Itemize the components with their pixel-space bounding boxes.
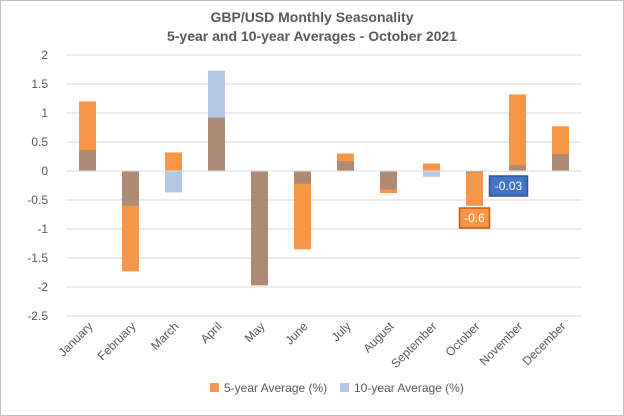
y-tick-label: 2 — [41, 48, 48, 62]
bar-overlap — [251, 171, 268, 286]
x-tick-label: December — [520, 319, 569, 368]
y-tick-label: -0.5 — [27, 193, 48, 207]
x-tick-label: April — [198, 319, 225, 346]
legend-10yr-label: 10-year Average (%) — [354, 381, 464, 395]
bar-overlap — [509, 165, 526, 171]
bar-overlap — [122, 171, 139, 206]
bar-overlap — [337, 161, 354, 171]
gridlines — [66, 54, 582, 317]
y-tick-label: 0.5 — [31, 135, 48, 149]
bar-overlap — [380, 171, 397, 190]
bar-5yr — [294, 171, 311, 250]
x-tick-label: February — [95, 319, 139, 363]
bar-10yr — [165, 171, 182, 193]
x-tick-label: September — [388, 319, 439, 370]
y-tick-label: -1.5 — [27, 251, 48, 265]
chart-subtitle: 5-year and 10-year Averages - October 20… — [167, 28, 457, 44]
x-tick-label: June — [282, 319, 311, 348]
chart-title: GBP/USD Monthly Seasonality — [210, 9, 413, 25]
bar-overlap — [552, 154, 569, 171]
callouts: -0.6 -0.03 — [458, 175, 529, 229]
y-tick-label: 0 — [41, 164, 48, 178]
callout-5yr-label: -0.6 — [464, 211, 485, 225]
x-tick-label: March — [148, 319, 181, 352]
bar-overlap — [208, 117, 225, 171]
y-tick-label: -2.5 — [27, 309, 48, 323]
x-tick-label: May — [242, 319, 268, 345]
bar-overlap — [79, 150, 96, 171]
x-tick-label: January — [56, 319, 96, 359]
callout-5yr-box — [458, 207, 491, 229]
legend-5yr-swatch — [210, 383, 219, 392]
callout-10yr-box — [488, 175, 529, 197]
bar-overlap — [466, 171, 483, 173]
bar-5yr — [423, 163, 440, 171]
y-tick-label: 1 — [41, 106, 48, 120]
x-tick-label: August — [360, 319, 397, 356]
y-tick-label: 1.5 — [31, 77, 48, 91]
bar-overlap — [294, 171, 311, 184]
legend: 5-year Average (%) 10-year Average (%) — [210, 381, 464, 395]
callout-10yr-label: -0.03 — [495, 179, 523, 193]
legend-5yr-label: 5-year Average (%) — [224, 381, 327, 395]
legend-10yr-swatch — [340, 383, 349, 392]
x-tick-label: November — [477, 319, 526, 368]
bar-5yr — [466, 171, 483, 206]
bar-5yr — [165, 152, 182, 171]
bars — [79, 70, 569, 286]
y-tick-label: -1 — [37, 222, 48, 236]
x-tick-label: July — [329, 319, 354, 344]
bar-10yr — [423, 171, 440, 177]
y-axis-ticks: 2 1.5 1 0.5 0 -0.5 -1 -1.5 -2 -2.5 — [27, 48, 48, 323]
y-tick-label: -2 — [37, 280, 48, 294]
x-tick-label: October — [443, 319, 483, 359]
bar-5yr — [509, 94, 526, 171]
